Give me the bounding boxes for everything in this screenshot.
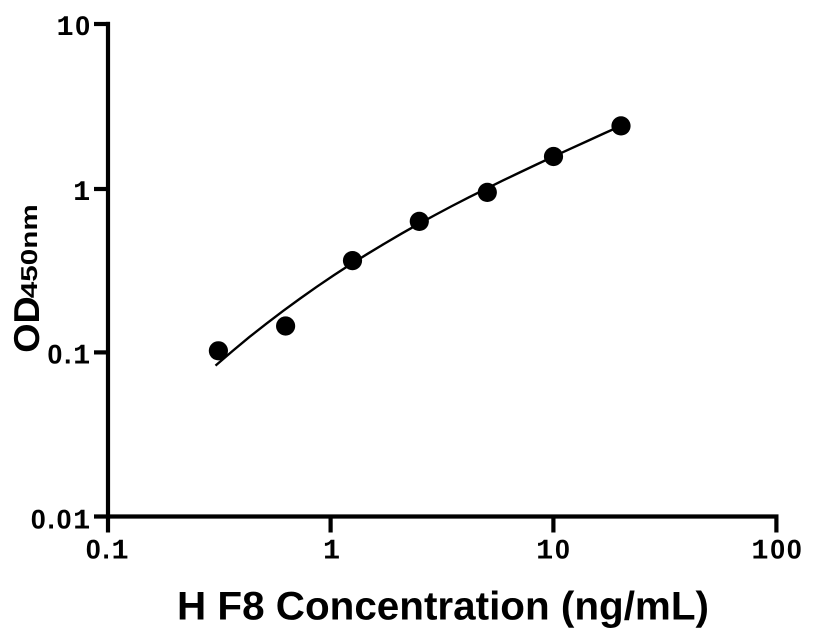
svg-text:0.1: 0.1 — [47, 340, 91, 373]
svg-text:0.1: 0.1 — [86, 534, 130, 567]
svg-text:1: 1 — [323, 534, 342, 567]
svg-text:100: 100 — [751, 534, 803, 567]
svg-text:0.01: 0.01 — [31, 505, 92, 538]
svg-text:OD: OD — [6, 296, 47, 353]
svg-text:10: 10 — [56, 11, 91, 44]
svg-text:H F8 Concentration (ng/mL): H F8 Concentration (ng/mL) — [177, 585, 709, 629]
svg-text:450nm: 450nm — [16, 204, 42, 298]
svg-text:10: 10 — [536, 534, 571, 567]
svg-text:1: 1 — [73, 176, 92, 209]
